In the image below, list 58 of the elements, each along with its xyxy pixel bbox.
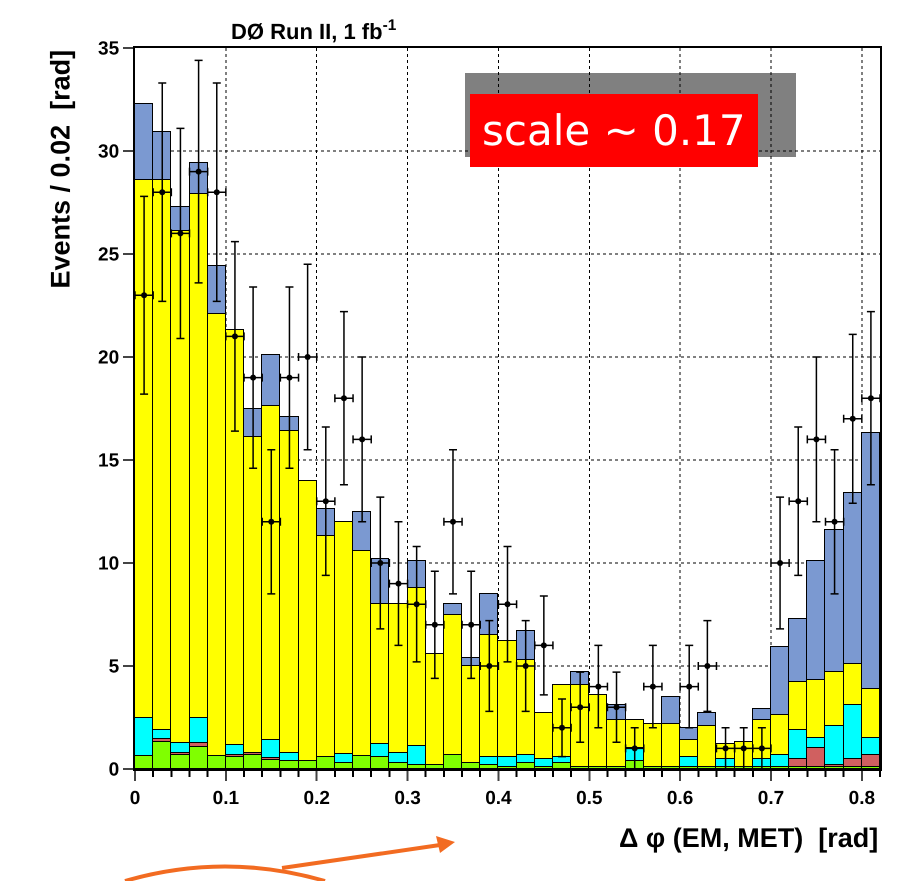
point [377,560,384,566]
point [813,436,820,442]
point [395,580,402,587]
point [322,498,329,504]
point [868,395,874,402]
point [232,333,238,340]
x-tick-label: 0.5 [576,788,603,809]
y-tick-label: 5 [108,656,120,678]
y-tick-label: 30 [98,142,120,163]
y-tick-label: 35 [98,38,120,60]
point [795,498,802,504]
y-tick-label: 10 [98,554,120,575]
point [758,745,765,752]
point [632,745,638,752]
point [704,663,710,669]
point [777,560,784,566]
point [559,724,566,731]
x-tick-label: 0.4 [485,788,512,809]
point [450,518,456,525]
y-tick-label: 0 [108,760,120,781]
point [832,518,838,525]
x-tick-label: 0.6 [666,788,694,809]
x-axis-title: Δ φ (EM, MET) [rad] [619,823,878,853]
point [159,189,166,196]
point [268,518,274,525]
y-tick-label: 20 [98,348,120,369]
x-tick-label: 0.8 [848,788,876,809]
point [468,622,474,628]
point [650,684,656,690]
point [304,354,311,360]
point [214,189,220,196]
point [522,663,529,669]
point [286,374,292,381]
point [740,745,747,752]
x-tick-label: 0 [130,788,140,809]
x-tick-label: 0.3 [394,788,421,809]
point [340,395,347,402]
point [540,642,547,648]
annotation: scale ~ 0.17 [482,106,746,155]
point [141,292,148,298]
point [359,436,366,442]
point [486,663,492,669]
point [196,168,202,175]
point [414,601,420,608]
point [577,704,584,710]
x-tick-label: 0.2 [304,788,330,809]
y-axis-title: Events / 0.02 [rad] [46,50,76,288]
x-tick-label: 0.1 [212,788,240,809]
point [250,374,256,381]
point [850,416,856,422]
point [686,684,692,690]
chart-title: DØ Run II, 1 fb$^{-1}$ [231,17,397,44]
y-tick-label: 15 [98,450,120,472]
point [504,601,510,608]
y-tick-label: 25 [98,244,120,266]
x-tick-label: 0.7 [758,788,784,809]
point [432,622,438,628]
point [595,684,602,690]
